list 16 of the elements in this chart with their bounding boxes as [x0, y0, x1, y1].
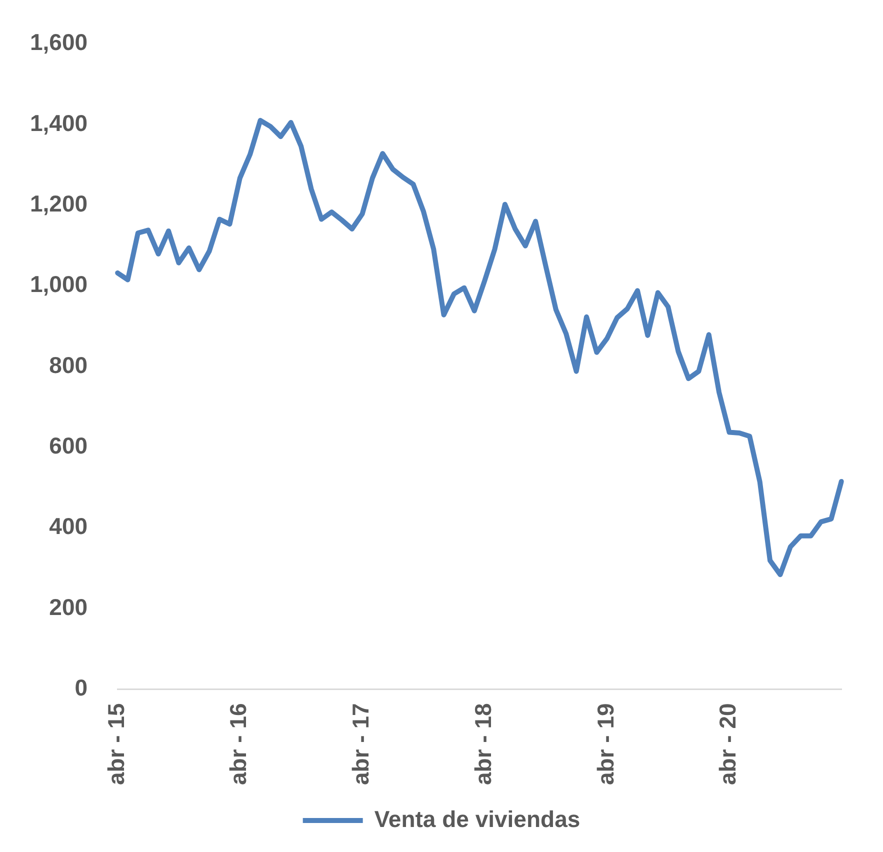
y-tick-label: 200 [49, 594, 88, 620]
legend-label: Venta de viviendas [374, 806, 580, 832]
x-tick-label: abr - 16 [225, 703, 252, 786]
y-tick-label: 800 [49, 352, 88, 378]
y-tick-label: 1,600 [30, 29, 88, 56]
y-tick-label: 0 [74, 674, 88, 701]
y-tick-label: 600 [49, 432, 88, 459]
y-tick-label: 400 [49, 513, 88, 540]
x-tick-label: abr - 17 [348, 703, 374, 786]
y-tick-label: 1,400 [30, 110, 88, 136]
y-tick-label: 1,000 [30, 271, 88, 298]
x-tick-label: abr - 15 [102, 702, 129, 786]
x-tick-label: abr - 20 [714, 703, 741, 786]
y-tick-label: 1,200 [30, 190, 88, 216]
x-tick-label: abr - 18 [470, 702, 496, 786]
x-tick-label: abr - 19 [592, 703, 618, 786]
